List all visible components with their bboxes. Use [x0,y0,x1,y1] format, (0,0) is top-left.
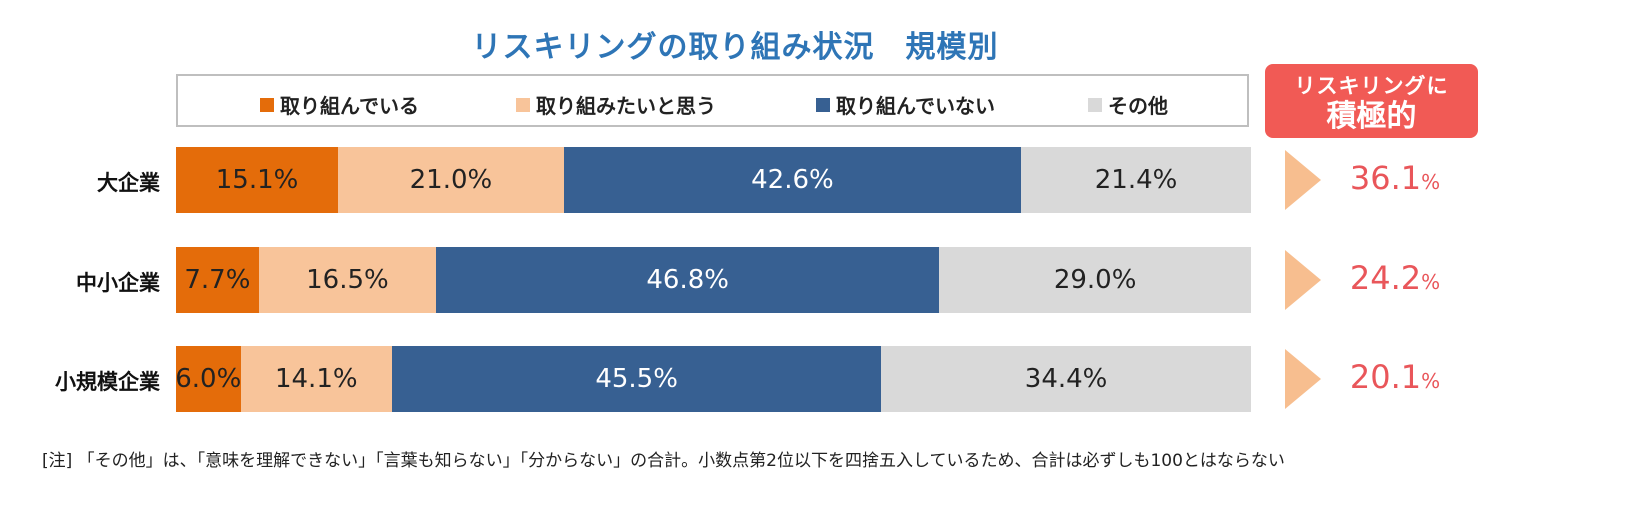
legend-item: 取り組んでいる [260,90,419,119]
legend-label: 取り組んでいない [836,94,995,118]
positive-total-value: 24.2% [1349,259,1441,297]
category-label: 中小企業 [76,271,160,295]
bar-segment: 34.4% [881,346,1251,412]
legend-label: その他 [1108,94,1168,118]
legend: 取り組んでいる 取り組みたいと思う 取り組んでいない その他 [176,74,1249,127]
chart-title: リスキリングの取り組み状況 規模別 [471,30,999,65]
legend-label: 取り組んでいる [280,94,419,118]
bar-segment: 16.5% [258,247,437,313]
arrow-icon [1285,349,1321,409]
bar-segment: 7.7% [176,247,259,313]
positive-header-badge: リスキリングに 積極的 [1265,64,1478,138]
badge-line2: 積極的 [1326,99,1417,134]
bar-segment: 6.0% [175,346,241,412]
category-label: 小規模企業 [55,370,160,394]
positive-total-value: 20.1% [1349,358,1441,396]
badge-line1: リスキリングに [1294,74,1449,98]
bar-segment: 15.1% [176,147,339,213]
bar-segment: 21.4% [1021,147,1251,213]
positive-total-value: 36.1% [1349,159,1441,197]
bar-row: 15.1% 21.0% 42.6% 21.4% [176,147,1251,213]
category-label: 大企業 [97,171,160,195]
bar-segment: 29.0% [939,247,1251,313]
legend-swatch [816,97,830,112]
legend-item: その他 [1088,90,1168,119]
bar-segment: 14.1% [240,346,393,412]
legend-item: 取り組みたいと思う [516,90,716,119]
arrow-icon [1285,150,1321,210]
bar-segment: 46.8% [436,247,940,313]
legend-label: 取り組みたいと思う [536,94,716,118]
bar-segment: 42.6% [563,147,1022,213]
legend-swatch [516,97,530,112]
footnote: [注] 「その他」は、「意味を理解できない」「言葉も知らない」「分からない」の合… [42,451,1285,471]
bar-segment: 21.0% [338,147,564,213]
legend-swatch [1088,97,1102,112]
bar-row: 7.7% 16.5% 46.8% 29.0% [176,247,1251,313]
legend-swatch [260,97,274,112]
bar-row: 6.0% 14.1% 45.5% 34.4% [175,346,1251,412]
arrow-icon [1285,250,1321,310]
bar-segment: 45.5% [392,346,882,412]
legend-item: 取り組んでいない [816,90,995,119]
